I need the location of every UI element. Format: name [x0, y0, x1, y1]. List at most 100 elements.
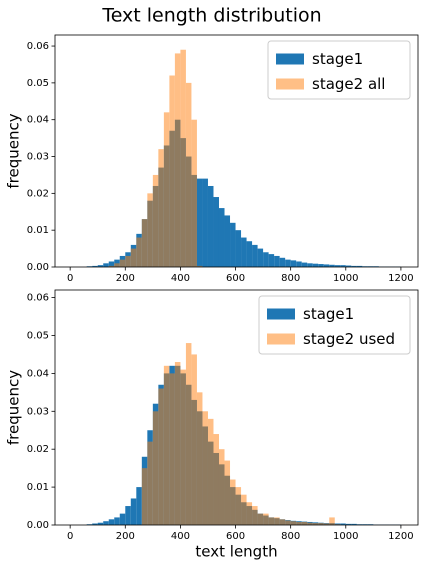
bar	[218, 449, 225, 525]
bar	[103, 521, 109, 525]
bar	[345, 523, 352, 525]
bar	[340, 523, 346, 525]
bar	[213, 434, 219, 525]
bar	[257, 248, 264, 267]
bar	[152, 174, 159, 267]
bar	[191, 119, 197, 267]
bar	[285, 259, 291, 267]
bar	[274, 255, 280, 267]
series	[141, 343, 341, 525]
bar	[318, 264, 324, 267]
bar	[230, 479, 236, 525]
x-tick-label: 1000	[333, 531, 358, 542]
x-tick-label: 1200	[388, 531, 413, 542]
axes-frame	[54, 34, 419, 268]
x-tick-label: 600	[226, 531, 245, 542]
bar	[108, 519, 115, 525]
bar	[114, 517, 120, 525]
bar	[169, 75, 175, 267]
y-tick-label: 0.06	[27, 41, 49, 52]
bar	[185, 82, 192, 267]
bar	[141, 219, 148, 267]
bar	[202, 178, 208, 267]
bar	[136, 237, 142, 267]
y-tick-label: 0.06	[27, 293, 49, 304]
bar	[329, 517, 335, 525]
x-axis-label: text length	[195, 543, 277, 561]
bar	[296, 521, 302, 525]
series	[108, 49, 203, 268]
y-axis-label: frequency	[5, 113, 23, 188]
bar	[97, 522, 104, 525]
bar	[108, 265, 115, 267]
bar	[274, 517, 280, 525]
x-tick-label: 200	[116, 531, 135, 542]
y-tick-label: 0.01	[27, 225, 49, 236]
x-tick-label: 400	[171, 273, 190, 284]
bar	[130, 498, 137, 525]
bar	[174, 53, 181, 268]
y-tick-label: 0.04	[27, 115, 49, 126]
bar	[356, 265, 363, 267]
y-tick-label: 0.02	[27, 444, 49, 455]
bar	[141, 468, 148, 525]
bar	[351, 523, 357, 525]
bar	[246, 241, 253, 267]
bar	[235, 487, 242, 525]
bar	[241, 237, 247, 267]
bar	[345, 265, 352, 267]
figure-title: Text length distribution	[101, 5, 321, 27]
bar	[207, 185, 214, 267]
bar	[196, 265, 203, 267]
bar	[323, 264, 330, 267]
x-tick-label: 0	[67, 273, 73, 284]
x-tick-label: 200	[116, 273, 135, 284]
bar	[312, 523, 319, 525]
x-tick-label: 1200	[388, 273, 413, 284]
bar	[290, 260, 297, 267]
y-tick-label: 0.04	[27, 368, 49, 379]
bar	[323, 523, 330, 525]
x-tick-label: 800	[281, 273, 300, 284]
y-tick-label: 0.01	[27, 482, 49, 493]
bar	[114, 259, 120, 267]
bar	[263, 252, 269, 267]
bar	[263, 513, 269, 525]
bar	[163, 112, 170, 267]
bar	[169, 373, 175, 525]
bar	[241, 494, 247, 525]
y-tick-label: 0.00	[27, 520, 49, 531]
bar	[119, 259, 126, 267]
bar	[130, 248, 137, 267]
legend-swatch	[276, 78, 304, 90]
bar	[224, 460, 231, 525]
bar	[312, 263, 319, 267]
bar	[180, 369, 186, 525]
y-tick-label: 0.03	[27, 406, 49, 417]
bar	[125, 506, 131, 525]
bar	[174, 362, 181, 525]
bar	[103, 263, 109, 267]
bar	[296, 261, 302, 267]
x-tick-label: 1000	[333, 273, 358, 284]
bar	[125, 255, 131, 267]
bar	[340, 265, 346, 267]
bar	[279, 519, 286, 525]
legend-swatch	[267, 333, 295, 345]
bar	[307, 263, 313, 267]
bar	[257, 513, 264, 525]
bar	[279, 257, 286, 267]
bar	[318, 523, 324, 525]
x-tick-label: 800	[281, 531, 300, 542]
bar	[334, 265, 341, 267]
legend-swatch	[267, 308, 295, 320]
bar	[114, 263, 120, 267]
bar	[191, 354, 197, 525]
bar	[185, 343, 192, 525]
bar	[119, 513, 126, 525]
y-tick-label: 0.00	[27, 262, 49, 273]
legend-box	[258, 295, 411, 355]
bar	[301, 521, 308, 525]
bar	[163, 365, 170, 525]
y-tick-label: 0.05	[27, 78, 49, 89]
